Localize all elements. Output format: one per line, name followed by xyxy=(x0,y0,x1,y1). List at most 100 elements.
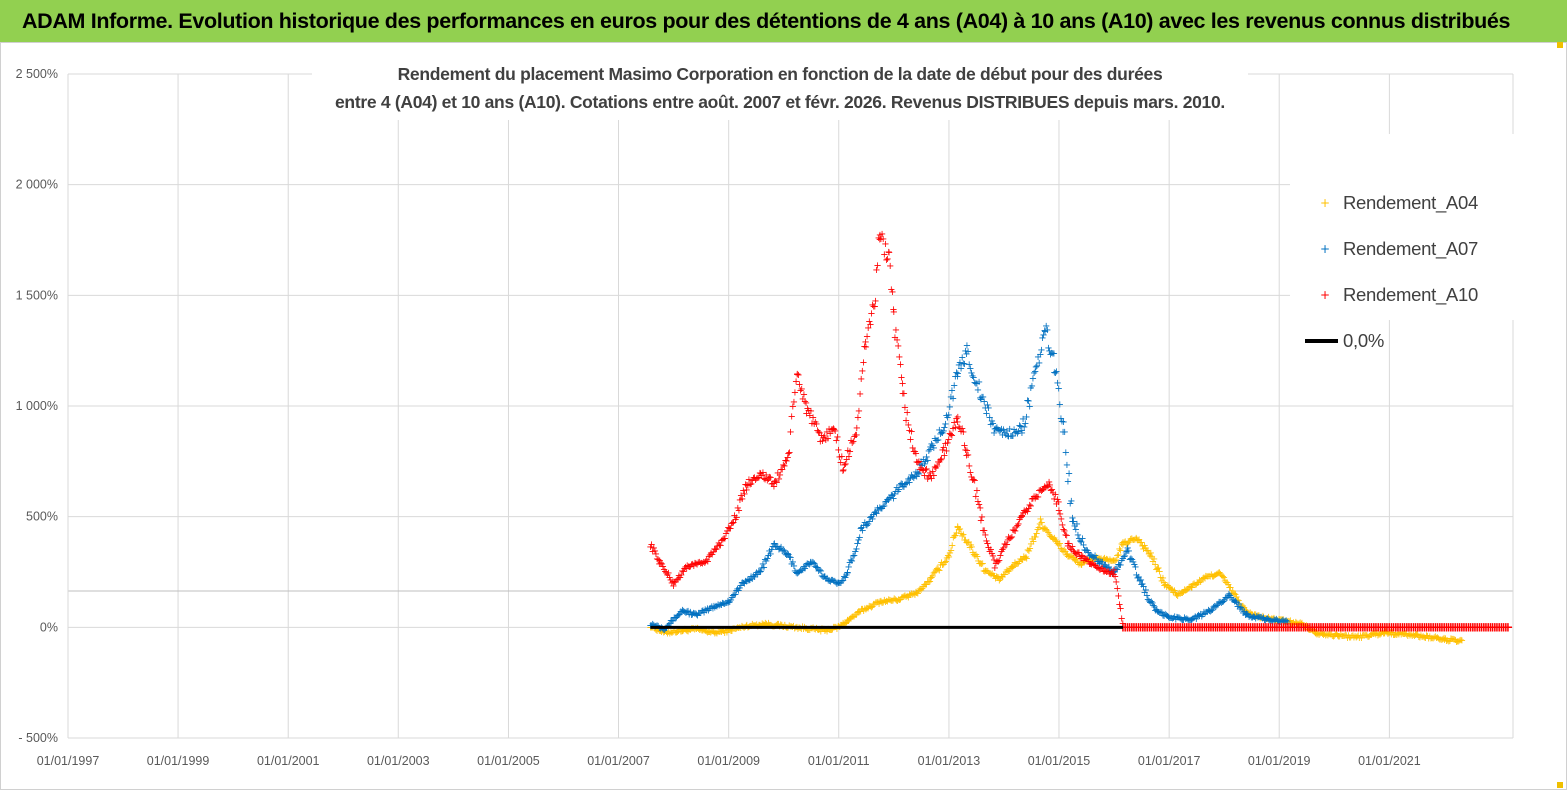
point-A04-315: + xyxy=(985,568,993,579)
point-A10-139: + xyxy=(793,369,801,380)
point-A10-222: + xyxy=(879,234,887,245)
point-A07-434: + xyxy=(1105,562,1113,573)
point-A07-37: + xyxy=(686,607,694,618)
point-A07-255: + xyxy=(917,457,925,468)
point-A04-295: + xyxy=(964,538,972,549)
point-A10-561: + xyxy=(1357,620,1368,635)
point-A10-476: + xyxy=(1170,620,1181,635)
point-A10-289: + xyxy=(949,424,957,435)
point-A07-314: + xyxy=(979,392,987,403)
point-A10-207: + xyxy=(864,323,872,334)
point-A04-276: + xyxy=(944,551,952,562)
point-A04-588: + xyxy=(1274,616,1282,627)
point-A10-233: + xyxy=(890,307,898,318)
point-A07-193: + xyxy=(851,546,859,557)
point-A04-488: + xyxy=(1168,584,1176,595)
point-A07-273: + xyxy=(936,429,944,440)
point-A10-286: + xyxy=(946,429,954,440)
point-A07-102: + xyxy=(756,567,764,578)
point-A07-353: + xyxy=(1020,422,1028,433)
point-A04-600: + xyxy=(1286,616,1294,627)
point-A04-465: + xyxy=(1144,546,1152,557)
point-A10-57: + xyxy=(707,548,715,559)
point-A07-587: + xyxy=(1269,616,1277,627)
point-A10-565: + xyxy=(1366,620,1377,635)
point-A04-344: + xyxy=(1015,556,1023,567)
point-A04-734: + xyxy=(1431,632,1439,643)
point-A04-601: + xyxy=(1287,619,1295,630)
point-A10-252: + xyxy=(910,447,918,458)
point-A04-437: + xyxy=(1114,550,1122,561)
point-A04-705: + xyxy=(1399,629,1407,640)
point-A04-551: + xyxy=(1234,596,1242,607)
point-A07-453: + xyxy=(1125,546,1133,557)
point-A07-287: + xyxy=(951,372,959,383)
point-A07-18: + xyxy=(666,619,674,630)
point-A04-57: + xyxy=(708,627,716,638)
point-A10-73: + xyxy=(724,522,732,533)
point-A10-423: + xyxy=(1090,560,1098,571)
point-A04-64: + xyxy=(715,627,723,638)
point-A10-616: + xyxy=(1478,620,1489,635)
point-A07-221: + xyxy=(881,497,889,508)
point-A10-295: + xyxy=(955,422,963,433)
point-A10-184: + xyxy=(840,460,848,471)
point-A10-543: + xyxy=(1318,620,1329,635)
point-A04-158: + xyxy=(817,626,825,637)
point-A10-438: + xyxy=(1105,569,1113,580)
point-A07-527: + xyxy=(1204,605,1212,616)
point-A10-189: + xyxy=(846,447,854,458)
point-A10-269: + xyxy=(927,473,935,484)
point-A04-405: + xyxy=(1080,557,1088,568)
point-A04-336: + xyxy=(1007,562,1015,573)
point-A04-268: + xyxy=(935,566,943,577)
point-A07-342: + xyxy=(1009,431,1017,442)
point-A10-51: + xyxy=(701,558,709,569)
point-A04-670: + xyxy=(1362,630,1370,641)
point-A04-359: + xyxy=(1031,532,1039,543)
point-A04-441: + xyxy=(1119,538,1127,549)
point-A10-520: + xyxy=(1267,620,1278,635)
point-A07-137: + xyxy=(793,569,801,580)
point-A07-315: + xyxy=(980,396,988,407)
point-A07-75: + xyxy=(727,595,735,606)
point-A07-594: + xyxy=(1277,617,1285,628)
point-A10-231: + xyxy=(888,287,896,298)
point-A04-464: + xyxy=(1143,546,1151,557)
point-A04-48: + xyxy=(698,625,706,636)
point-A04-721: + xyxy=(1417,631,1425,642)
point-A04-592: + xyxy=(1278,614,1286,625)
point-A07-533: + xyxy=(1211,601,1219,612)
point-A07-135: + xyxy=(791,566,799,577)
point-A10-37: + xyxy=(685,562,693,573)
point-A07-336: + xyxy=(1003,426,1011,437)
point-A07-576: + xyxy=(1257,612,1265,623)
point-A04-56: + xyxy=(707,628,715,639)
point-A04-622: + xyxy=(1310,627,1318,638)
point-A10-499: + xyxy=(1221,620,1232,635)
point-A10-95: + xyxy=(747,479,755,490)
point-A07-21: + xyxy=(669,616,677,627)
point-A10-563: + xyxy=(1362,620,1373,635)
point-A07-224: + xyxy=(884,495,892,506)
point-A10-345: + xyxy=(1008,532,1016,543)
point-A10-299: + xyxy=(959,427,967,438)
point-A07-305: + xyxy=(969,373,977,384)
point-A07-384: + xyxy=(1052,366,1060,377)
point-A10-10: + xyxy=(657,558,665,569)
point-A04-397: + xyxy=(1071,556,1079,567)
point-A07-289: + xyxy=(953,371,961,382)
point-A07-458: + xyxy=(1130,560,1138,571)
point-A10-340: + xyxy=(1003,539,1011,550)
point-A07-558: + xyxy=(1238,604,1246,615)
point-A07-76: + xyxy=(728,593,736,604)
point-A10-208: + xyxy=(865,316,873,327)
point-A04-593: + xyxy=(1279,615,1287,626)
point-A04-14: + xyxy=(661,626,669,637)
point-A07-132: + xyxy=(788,559,796,570)
point-A07-597: + xyxy=(1280,616,1288,627)
point-A07-241: + xyxy=(902,479,910,490)
point-A07-240: + xyxy=(901,479,909,490)
point-A07-523: + xyxy=(1200,607,1208,618)
point-A07-417: + xyxy=(1087,550,1095,561)
